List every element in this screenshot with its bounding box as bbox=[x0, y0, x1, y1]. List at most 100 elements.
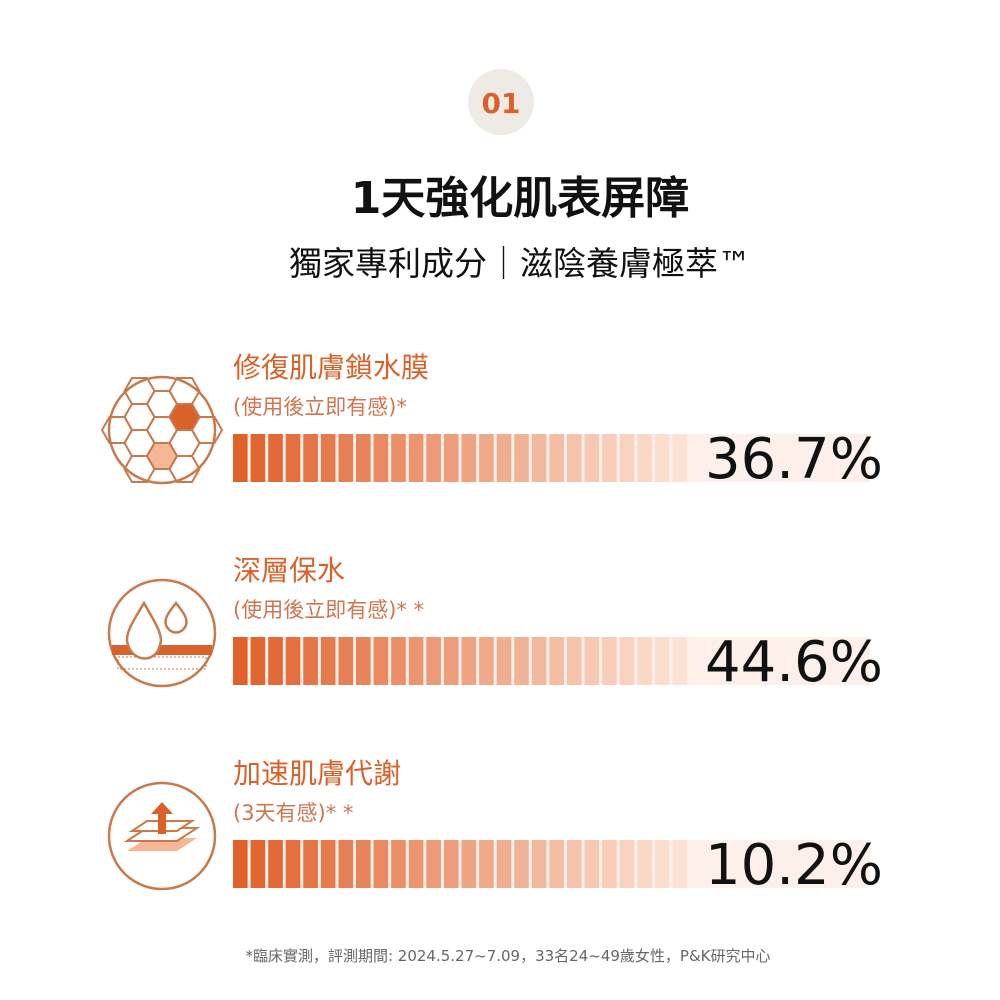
bar-stripe bbox=[549, 434, 564, 482]
item-title: 深層保水 bbox=[233, 554, 345, 587]
bar-stripe bbox=[233, 840, 248, 888]
bar-stripe bbox=[567, 434, 582, 482]
bar-stripe bbox=[531, 840, 547, 888]
bar-stripe bbox=[303, 434, 318, 482]
bar-stripe bbox=[531, 637, 547, 685]
bar-stripe bbox=[426, 840, 441, 888]
bar-stripe bbox=[391, 434, 406, 482]
item-note: (3天有感)* * bbox=[233, 801, 353, 825]
bar-stripe bbox=[303, 840, 318, 888]
bar-stripe bbox=[514, 840, 529, 888]
bar-stripe bbox=[320, 637, 336, 685]
item: 修復肌膚鎖水膜 (使用後立即有感)* 36.7% bbox=[100, 351, 883, 492]
bar-stripe bbox=[514, 637, 529, 685]
bar-stripe bbox=[356, 637, 371, 685]
bar-stripe bbox=[408, 840, 424, 888]
bar-stripe bbox=[443, 637, 459, 685]
bar-stripe bbox=[654, 840, 670, 888]
item: 深層保水 (使用後立即有感)* * 44.6% bbox=[107, 554, 883, 695]
bar-stripe bbox=[514, 434, 529, 482]
bar-stripe bbox=[338, 434, 354, 482]
bar-stripe bbox=[531, 434, 547, 482]
item-value: 10.2% bbox=[705, 833, 883, 898]
bar-stripe bbox=[654, 434, 670, 482]
bar-stripe bbox=[496, 637, 512, 685]
bar-stripe bbox=[619, 840, 635, 888]
bar-stripe bbox=[356, 434, 371, 482]
bar-stripe bbox=[233, 637, 248, 685]
bar-stripe bbox=[338, 637, 354, 685]
skin-layer bbox=[112, 645, 212, 655]
bar-stripe bbox=[250, 434, 266, 482]
bar-stripe bbox=[672, 434, 687, 482]
bar-stripe bbox=[268, 637, 283, 685]
skin-dots bbox=[117, 656, 207, 670]
title: 1天強化肌表屏障 bbox=[351, 173, 690, 224]
bar-stripe bbox=[496, 434, 512, 482]
drop-large bbox=[125, 600, 163, 660]
bar-stripe bbox=[672, 637, 687, 685]
bar-stripe bbox=[268, 434, 283, 482]
item-note: (使用後立即有感)* * bbox=[233, 598, 424, 622]
bar-stripe bbox=[461, 840, 477, 888]
bar-stripe bbox=[408, 637, 424, 685]
bar-stripe bbox=[602, 434, 617, 482]
badge-circle bbox=[468, 69, 534, 135]
bar-stripe bbox=[567, 637, 582, 685]
bar-stripe bbox=[672, 840, 687, 888]
bar-stripe bbox=[549, 637, 564, 685]
bar-stripe bbox=[496, 840, 512, 888]
bar-stripe bbox=[479, 637, 494, 685]
bar-stripe bbox=[602, 637, 617, 685]
bar-stripe bbox=[584, 840, 600, 888]
item-title: 加速肌膚代謝 bbox=[233, 757, 401, 790]
bar-stripe bbox=[461, 637, 477, 685]
drop-small bbox=[164, 600, 188, 634]
bar-stripe bbox=[549, 840, 564, 888]
bar-stripe bbox=[408, 434, 424, 482]
bar-stripe bbox=[373, 637, 389, 685]
bar-stripe bbox=[619, 637, 635, 685]
bar-stripe bbox=[250, 637, 266, 685]
bar-stripe bbox=[654, 637, 670, 685]
item-title: 修復肌膚鎖水膜 bbox=[233, 351, 429, 384]
bar-stripe bbox=[268, 840, 283, 888]
bar-stripe bbox=[479, 434, 494, 482]
bar-stripe bbox=[373, 434, 389, 482]
bar-stripe bbox=[443, 434, 459, 482]
bar-stripe bbox=[602, 840, 617, 888]
bar-stripe bbox=[391, 637, 406, 685]
bar-stripe bbox=[391, 840, 406, 888]
bar-stripe bbox=[320, 840, 336, 888]
badge-number: 01 bbox=[482, 87, 521, 120]
subtitle: 獨家專利成分｜滋陰養膚極萃™ bbox=[289, 244, 751, 283]
bar-stripe bbox=[338, 840, 354, 888]
bar-stripe bbox=[426, 434, 441, 482]
bar-stripe bbox=[637, 637, 652, 685]
bar-stripe bbox=[250, 840, 266, 888]
bar-stripe bbox=[356, 840, 371, 888]
item-value: 44.6% bbox=[705, 630, 883, 695]
bar-stripe bbox=[637, 840, 652, 888]
bar-stripe bbox=[619, 434, 635, 482]
bar-stripe bbox=[443, 840, 459, 888]
bar-stripe bbox=[285, 637, 301, 685]
footnote: *臨床實測，評測期間: 2024.5.27~7.09，33名24~49歲女性，P… bbox=[245, 947, 770, 965]
item-value: 36.7% bbox=[705, 427, 883, 492]
bar-stripe bbox=[426, 637, 441, 685]
bar-stripe bbox=[285, 434, 301, 482]
bar-stripe bbox=[637, 434, 652, 482]
icon-circle bbox=[107, 578, 217, 688]
hexagon bbox=[168, 455, 201, 483]
item-note: (使用後立即有感)* bbox=[233, 395, 407, 419]
hexagon bbox=[190, 416, 224, 444]
bar-stripe bbox=[233, 434, 248, 482]
arrow-up bbox=[151, 802, 173, 834]
bar-stripe bbox=[285, 840, 301, 888]
bar-stripe bbox=[373, 840, 389, 888]
item: 加速肌膚代謝 (3天有感)* * 10.2% bbox=[107, 757, 883, 898]
bar-stripe bbox=[584, 434, 600, 482]
bar-stripe bbox=[567, 840, 582, 888]
